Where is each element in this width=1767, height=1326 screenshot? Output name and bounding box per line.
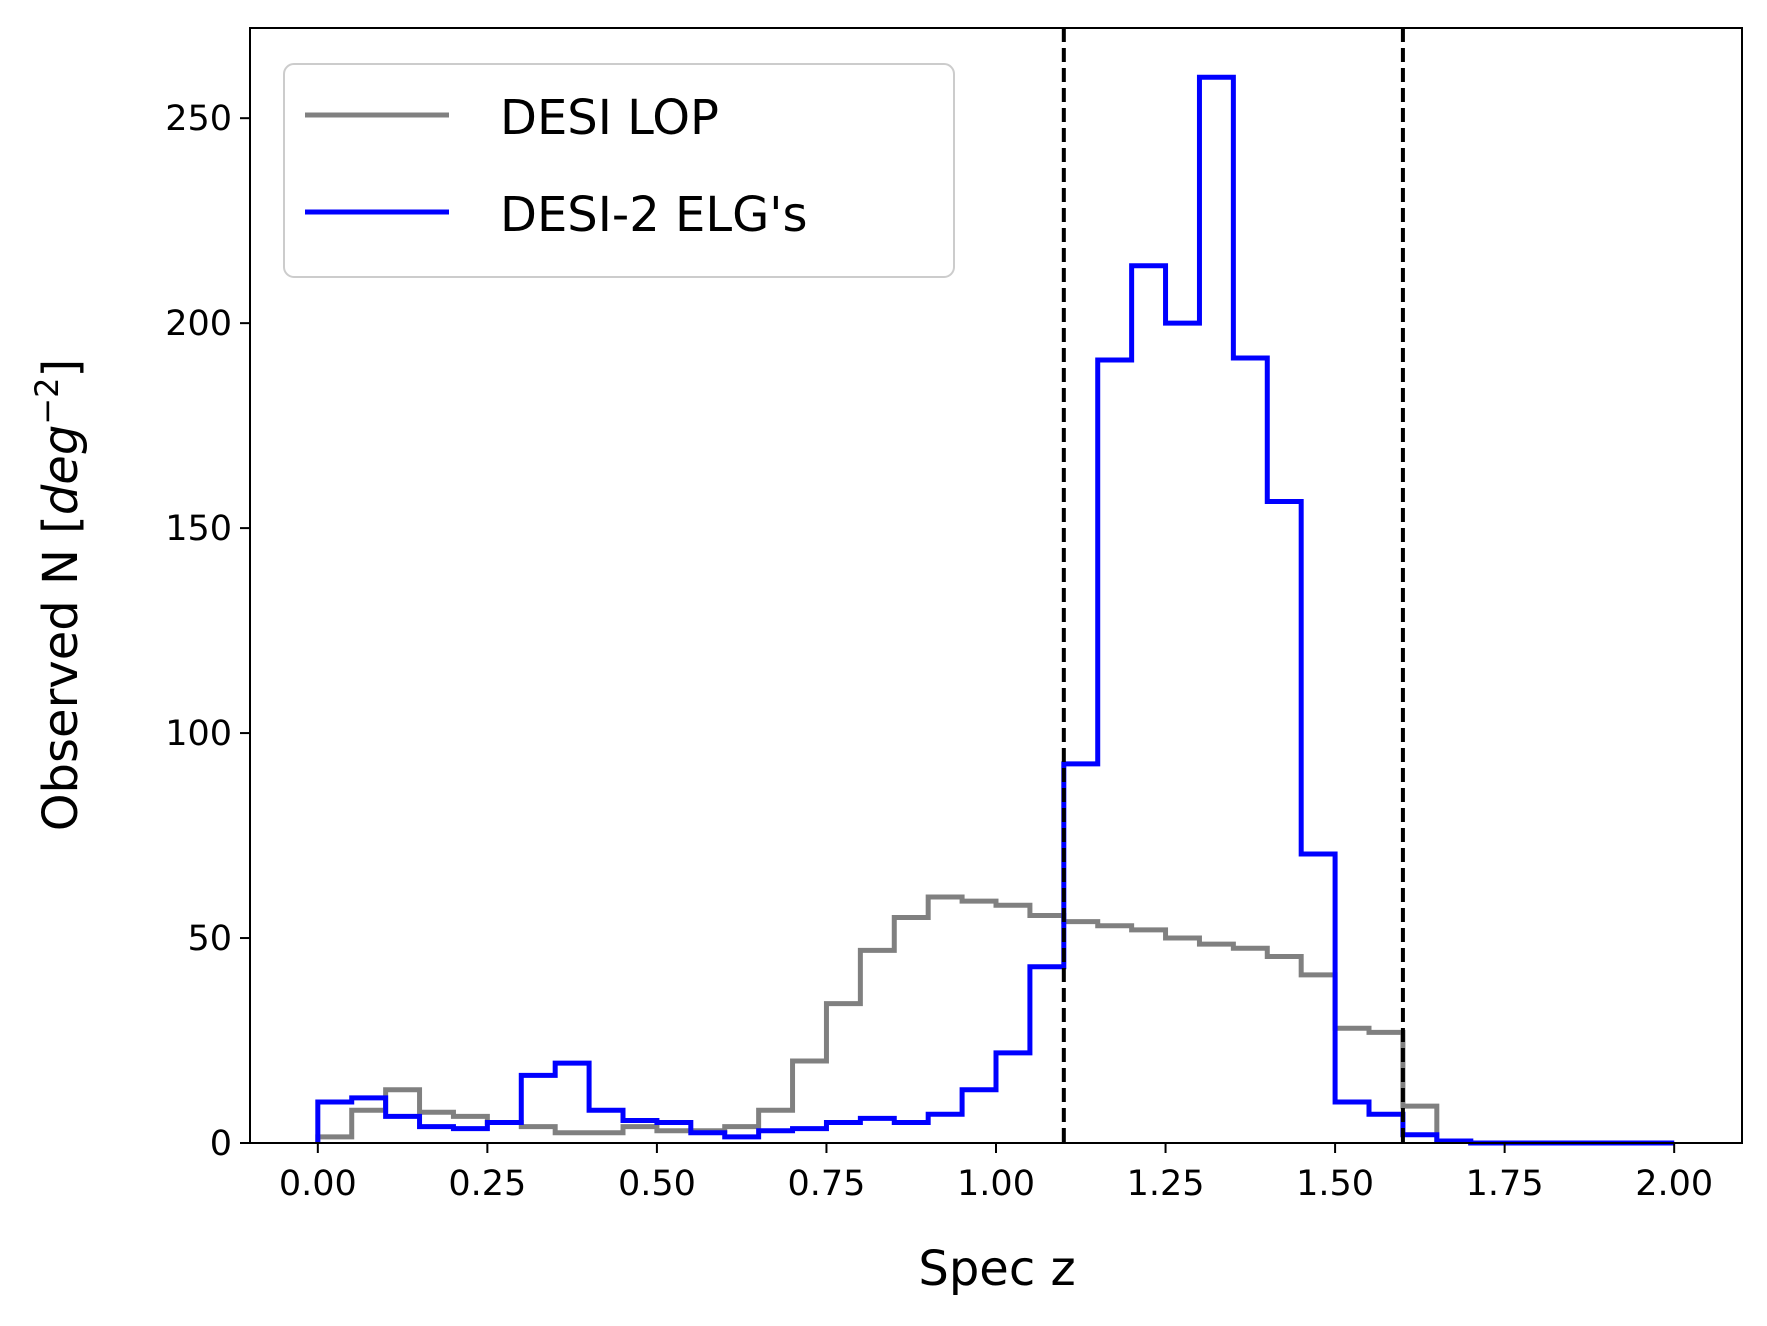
y-axis-ticks: 0 50 100 150 200 250 <box>165 99 250 1164</box>
y-axis-label-suffix: ] <box>33 359 89 378</box>
y-axis-label-unit: deg <box>33 425 89 515</box>
y-tick-label: 200 <box>165 304 232 344</box>
x-tick-label: 1.00 <box>957 1164 1035 1204</box>
plot-area <box>315 74 1675 1146</box>
reference-lines <box>1061 28 1405 1143</box>
legend-label-desi-lop: DESI LOP <box>500 90 719 146</box>
x-tick-label: 0.75 <box>787 1164 865 1204</box>
x-tick-label: 0.50 <box>618 1164 696 1204</box>
series-step-1 <box>315 74 1675 1146</box>
legend-box <box>283 63 955 278</box>
y-axis-label-exponent: −2 <box>28 378 66 425</box>
legend: DESI LOP DESI-2 ELG's <box>283 63 955 278</box>
x-tick-label: 1.75 <box>1466 1164 1544 1204</box>
y-tick-label: 150 <box>165 509 232 549</box>
x-tick-label: 0.25 <box>448 1164 526 1204</box>
y-tick-label: 0 <box>210 1124 232 1164</box>
x-tick-label: 0.00 <box>279 1164 357 1204</box>
y-tick-label: 100 <box>165 714 232 754</box>
y-axis-label-prefix: Observed N [ <box>33 515 89 831</box>
legend-label-desi2-elgs: DESI-2 ELG's <box>500 187 808 243</box>
y-axis-label: Observed N [deg−2] <box>28 359 89 831</box>
x-tick-label: 1.50 <box>1296 1164 1374 1204</box>
x-axis-ticks: 0.00 0.25 0.50 0.75 1.00 1.25 1.50 1.75 2.00 <box>279 1143 1713 1204</box>
x-tick-label: 1.25 <box>1127 1164 1205 1204</box>
x-tick-label: 2.00 <box>1635 1164 1713 1204</box>
y-tick-label: 50 <box>187 919 232 959</box>
y-tick-label: 250 <box>165 99 232 139</box>
x-axis-label: Spec z <box>918 1241 1075 1297</box>
